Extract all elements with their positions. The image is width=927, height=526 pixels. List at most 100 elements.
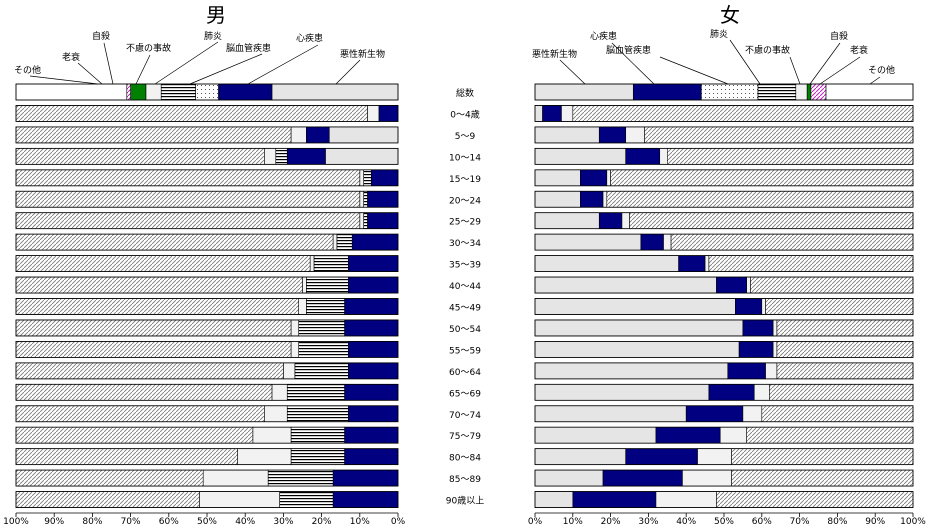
female-bar-outline-1 [534,105,914,122]
male-bar-18-肺炎 [267,469,334,487]
male-bar-14-心疾患 [344,383,399,401]
female-bar-8-その他 [708,255,914,272]
female-bar-4-心疾患 [580,169,608,187]
male-bar-6-不慮の事故 [359,212,364,229]
male-bar-8-その他 [15,255,311,272]
male-bar-outline-2 [15,126,399,144]
female-bar-16-不慮の事故 [719,426,747,444]
female-bar-14-その他 [769,383,914,401]
female-bar-19-不慮の事故 [655,491,717,508]
female-bar-9-その他 [750,276,914,294]
male-bar-outline-1 [15,105,399,122]
x-tick-label: 70% [790,517,810,526]
female-bar-11-不慮の事故 [772,319,778,337]
callout-label-悪性新生物-male: 悪性新生物 [340,48,385,60]
age-group-label: 50～54 [449,325,481,335]
male-bar-14-その他 [15,383,273,401]
female-bar-4-不慮の事故 [606,169,611,187]
male-bar-13-心疾患 [348,362,399,380]
female-bar-12-心疾患 [738,341,774,358]
male-bar-10-その他 [15,298,299,315]
male-bar-17-肺炎 [290,448,345,465]
callout-label-肺炎-female: 肺炎 [710,29,728,40]
male-bars [15,83,399,508]
female-bar-11-悪性新生物 [534,319,744,337]
x-tick-label: 80% [82,517,102,526]
female-bar-9-心疾患 [716,276,747,294]
age-group-label: 10～14 [449,153,481,163]
male-bar-10-心疾患 [344,298,399,315]
male-bar-15-肺炎 [286,405,349,423]
male-bar-17-不慮の事故 [237,448,292,465]
x-tick-label: 40% [676,517,696,526]
female-bar-16-その他 [746,426,914,444]
male-bar-outline-14 [15,383,399,401]
female-bar-15-悪性新生物 [534,405,687,423]
female-bar-0-脳血管疾患 [701,83,759,101]
male-bar-outline-16 [15,426,399,444]
leader-line [335,59,361,85]
x-tick-label: 90% [865,517,885,526]
female-bar-16-悪性新生物 [534,426,657,444]
female-bar-9-悪性新生物 [534,276,717,294]
female-bar-10-不慮の事故 [761,298,766,315]
male-bar-outline-0 [15,83,399,101]
male-bar-2-その他 [15,126,292,144]
female-bar-10-悪性新生物 [534,298,736,315]
male-bar-0-その他 [15,83,128,101]
x-tick-label: 50% [714,517,734,526]
x-tick-label: 100% [900,517,926,526]
female-bar-3-悪性新生物 [534,148,627,165]
callout-label-肺炎-male: 肺炎 [204,31,222,42]
male-bar-outline-9 [15,276,399,294]
female-bar-15-不慮の事故 [742,405,763,423]
x-tick-label: 10% [350,517,370,526]
leader-line [659,56,729,85]
male-bar-7-肺炎 [336,233,353,251]
leader-line [154,41,219,85]
x-tick-label: 60% [159,517,179,526]
age-group-label: 85～89 [449,475,481,485]
male-bar-5-心疾患 [367,190,399,208]
male-bar-12-心疾患 [348,341,399,358]
male-bar-9-その他 [15,276,303,294]
female-bar-15-心疾患 [685,405,744,423]
female-bar-5-心疾患 [580,190,604,208]
male-bar-3-肺炎 [275,148,288,165]
female-bar-outline-7 [534,233,914,251]
age-group-label: 75～79 [449,432,481,442]
male-bar-16-肺炎 [290,426,345,444]
leader-line [29,75,99,85]
female-bar-6-その他 [629,212,914,229]
age-group-label: 45～49 [449,304,481,314]
age-group-labels: 総数 0～4歳 5～9 10～14 15～19 20～24 25～29 30～34 35～39 4… [446,87,484,507]
male-bar-outline-3 [15,147,399,165]
male-bar-9-心疾患 [348,276,399,294]
male-bar-outline-12 [15,340,399,358]
leader-line [103,42,114,85]
male-bar-10-不慮の事故 [298,298,307,315]
female-bar-outline-15 [534,405,914,423]
x-tick-label: 70% [121,517,141,526]
female-bar-13-心疾患 [727,362,766,380]
leader-line [189,53,263,85]
male-bar-3-悪性新生物 [325,148,399,165]
male-chart-title: 男 [206,3,226,27]
male-bar-18-不慮の事故 [202,469,269,487]
callout-label-老衰-female: 老衰 [850,44,868,56]
leader-line [559,59,586,85]
male-bar-6-肺炎 [363,212,368,229]
male-bar-0-自殺 [130,83,147,101]
age-group-label: 30～34 [449,239,481,249]
female-bars [534,83,914,508]
male-bar-outline-5 [15,190,399,208]
female-bar-18-心疾患 [602,469,683,487]
male-bar-5-その他 [15,190,361,208]
male-bar-11-肺炎 [298,319,345,337]
male-bar-17-その他 [15,448,238,465]
male-bar-3-その他 [15,148,265,165]
male-bar-18-心疾患 [332,469,399,487]
female-bar-10-心疾患 [735,298,763,315]
female-bar-6-不慮の事故 [621,212,630,229]
leader-line [789,56,801,85]
